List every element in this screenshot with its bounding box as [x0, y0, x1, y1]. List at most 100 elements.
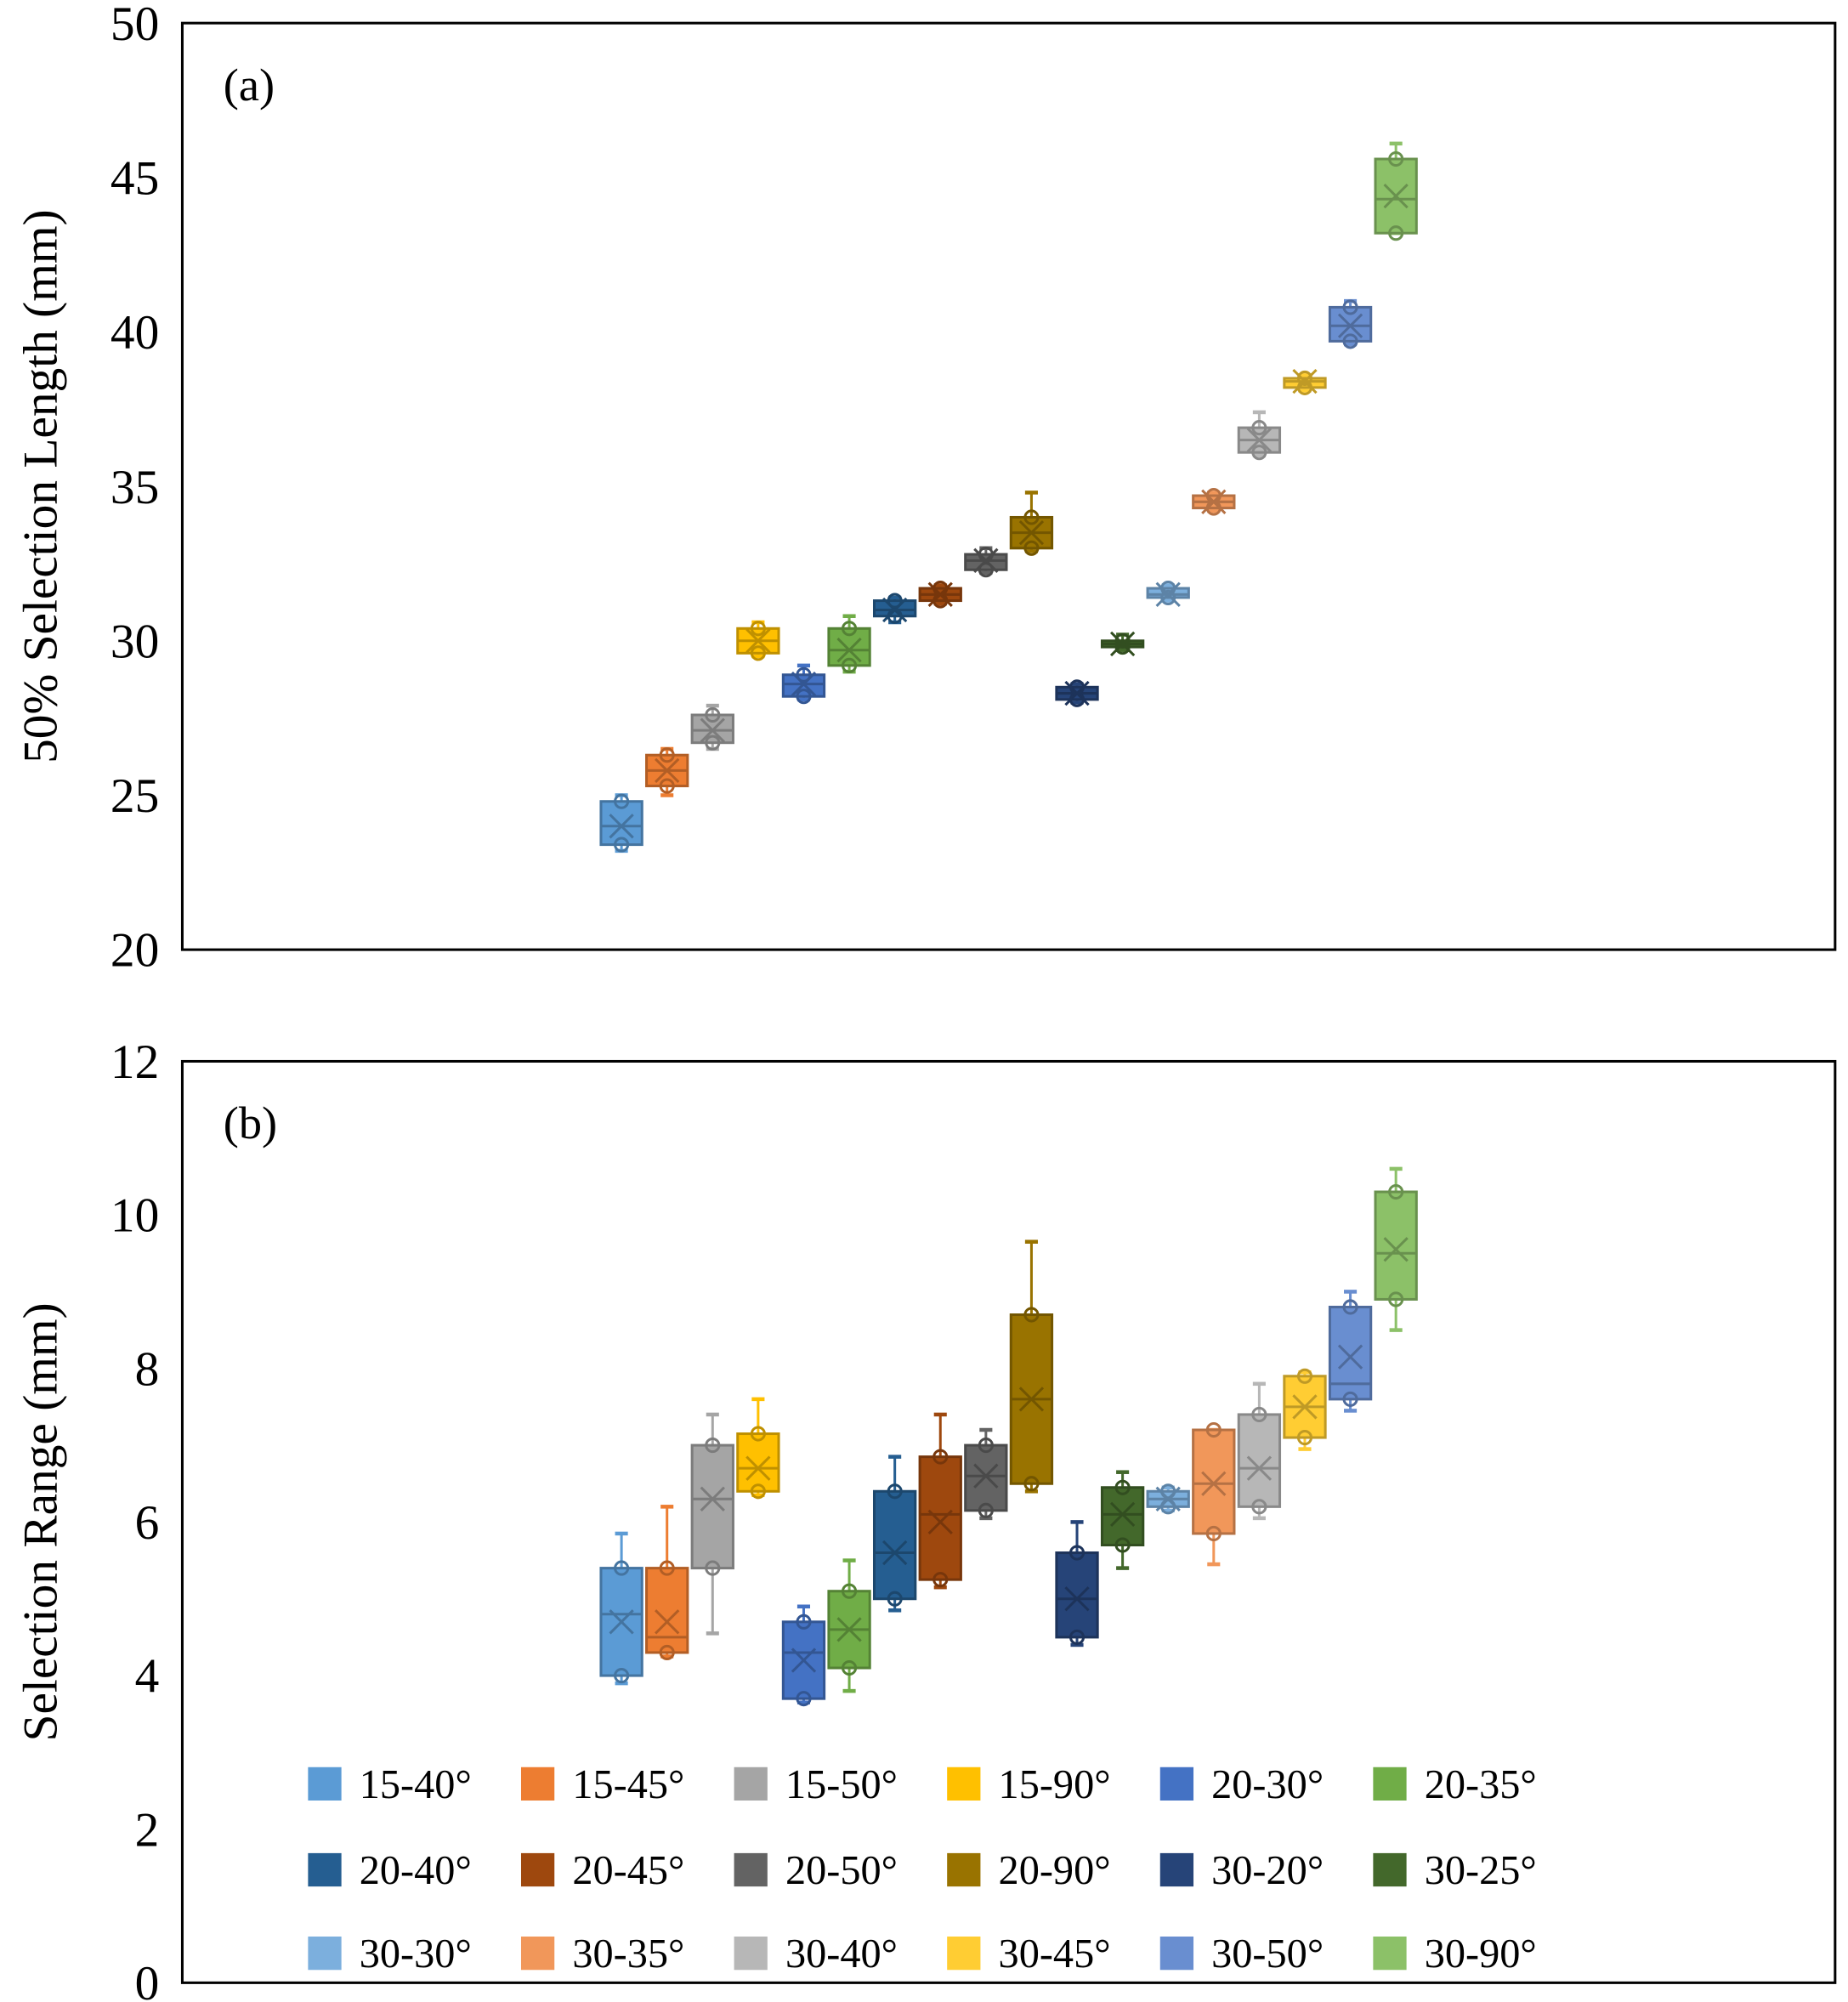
- mean-marker: [882, 1540, 908, 1566]
- legend-swatch: [734, 1937, 768, 1971]
- box-15-90deg: [736, 620, 780, 661]
- data-point: [1388, 225, 1404, 241]
- mean-marker: [609, 1609, 634, 1635]
- legend-swatch: [1159, 1852, 1194, 1887]
- box-30-90deg: [1374, 1166, 1418, 1332]
- data-point: [933, 1449, 949, 1465]
- data-point: [1023, 540, 1040, 556]
- data-point: [1160, 589, 1176, 605]
- data-point: [750, 1483, 766, 1500]
- mean-marker: [1383, 183, 1409, 209]
- legend-label: 30-30°: [360, 1931, 472, 1976]
- data-point: [796, 1614, 812, 1630]
- box-iqr: [872, 1489, 917, 1601]
- data-point: [887, 1483, 903, 1500]
- legend-item: 30-25°: [1373, 1848, 1537, 1893]
- box-iqr: [1237, 1413, 1282, 1508]
- data-point: [614, 1667, 630, 1684]
- data-point: [1251, 445, 1267, 461]
- data-point: [887, 1591, 903, 1607]
- data-point: [1023, 509, 1040, 525]
- box-iqr: [1374, 1190, 1418, 1301]
- box-iqr: [736, 1432, 780, 1493]
- legend-item: 30-35°: [520, 1931, 684, 1976]
- box-30-35deg: [1192, 1421, 1236, 1567]
- box-iqr: [1192, 1428, 1236, 1535]
- data-point: [1205, 1421, 1222, 1438]
- box-15-40deg: [599, 1531, 643, 1686]
- mean-marker: [1246, 427, 1273, 453]
- data-point: [978, 562, 994, 578]
- legend-label: 30-20°: [1211, 1848, 1324, 1893]
- legend-swatch: [947, 1852, 981, 1887]
- legend-swatch: [1373, 1767, 1407, 1801]
- data-point: [1160, 1483, 1176, 1500]
- mean-marker: [655, 757, 680, 784]
- box-20-45deg: [918, 1412, 962, 1590]
- y-tick-label: 45: [111, 151, 159, 205]
- data-point: [1388, 1291, 1404, 1307]
- mean-marker: [836, 638, 862, 663]
- data-point: [750, 1426, 766, 1442]
- data-point: [705, 734, 721, 751]
- data-point: [1296, 370, 1313, 387]
- mean-marker: [836, 1617, 862, 1642]
- data-point: [1388, 150, 1404, 167]
- y-tick-label: 30: [111, 615, 159, 668]
- legend-label: 30-50°: [1211, 1931, 1324, 1976]
- data-point: [978, 1502, 994, 1518]
- mean-marker: [791, 672, 817, 697]
- data-point: [705, 706, 721, 723]
- data-point: [796, 689, 812, 705]
- legend-label: 15-45°: [572, 1762, 684, 1807]
- mean-marker: [927, 1509, 953, 1535]
- mean-marker: [655, 1609, 680, 1635]
- box-15-45deg: [645, 746, 689, 797]
- y-axis-label: 50% Selection Length (mm): [14, 209, 67, 763]
- box-30-20deg: [1055, 679, 1099, 707]
- mean-marker: [745, 1455, 771, 1481]
- legend-item: 30-30°: [308, 1931, 472, 1976]
- legend-label: 30-25°: [1425, 1848, 1537, 1893]
- y-tick-label: 50: [111, 0, 159, 51]
- box-30-20deg: [1055, 1520, 1099, 1648]
- data-point: [933, 1572, 949, 1588]
- data-point: [887, 608, 903, 624]
- box-20-35deg: [827, 1558, 871, 1693]
- y-tick-label: 35: [111, 461, 159, 514]
- data-point: [978, 1438, 994, 1454]
- y-tick-label: 20: [111, 924, 159, 978]
- data-point: [614, 793, 630, 809]
- legend-item: 30-90°: [1373, 1931, 1537, 1976]
- mean-marker: [1018, 1387, 1045, 1412]
- box-30-50deg: [1328, 1290, 1373, 1413]
- data-point: [1296, 1368, 1313, 1384]
- mean-marker: [609, 814, 634, 839]
- plot-area: [180, 1059, 1837, 1984]
- mean-marker: [973, 1463, 999, 1489]
- data-point: [1114, 632, 1131, 649]
- legend-swatch: [1159, 1767, 1194, 1801]
- data-point: [614, 1560, 630, 1576]
- data-point: [1023, 1476, 1040, 1492]
- legend-swatch: [734, 1852, 768, 1887]
- data-point: [933, 580, 949, 597]
- legend-swatch: [520, 1852, 555, 1887]
- legend-item: 30-50°: [1159, 1931, 1324, 1976]
- box-30-40deg: [1237, 1381, 1282, 1521]
- box-30-35deg: [1192, 487, 1236, 516]
- box-15-90deg: [736, 1397, 780, 1500]
- box-30-25deg: [1100, 631, 1145, 657]
- legend-item: 30-20°: [1159, 1848, 1324, 1893]
- box-iqr: [690, 1443, 734, 1570]
- legend-label: 15-40°: [360, 1762, 472, 1807]
- data-point: [705, 1560, 721, 1576]
- data-point: [1069, 679, 1086, 695]
- box-30-45deg: [1283, 1368, 1327, 1451]
- panel-label: (b): [224, 1097, 277, 1148]
- box-30-30deg: [1146, 1483, 1190, 1515]
- legend-item: 15-45°: [520, 1762, 684, 1807]
- legend-item: 30-45°: [947, 1931, 1111, 1976]
